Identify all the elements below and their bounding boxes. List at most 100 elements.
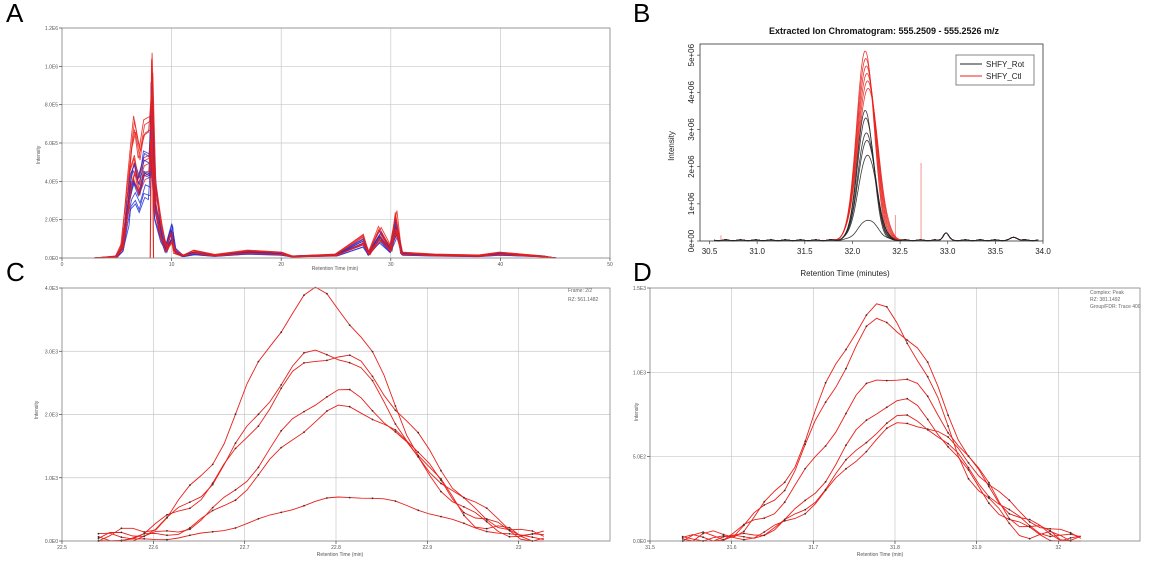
series-point: [326, 497, 328, 499]
chart-c-ylabel: Intensity: [34, 400, 40, 419]
series-point: [211, 463, 214, 466]
series-point: [865, 325, 868, 328]
chart-d-ylabel: Intensity: [634, 402, 640, 421]
series-point: [1049, 527, 1052, 530]
series-point: [280, 384, 283, 386]
y-tick-label: 4.0E5: [45, 179, 58, 185]
series-point: [988, 481, 990, 484]
x-tick-label: 33.0: [940, 247, 956, 256]
y-tick-label: 8.0E5: [45, 103, 58, 109]
series-point: [845, 458, 847, 461]
series-line-red-traces: [96, 113, 557, 259]
series-point: [211, 509, 214, 512]
series-point: [804, 508, 807, 511]
series-point: [804, 499, 807, 502]
series-line-trace-3: [682, 378, 1081, 542]
chart-d-svg: 31.5 31.6 31.7 31.8 31.9 32 0.0E0 5.0E2 1.0E3 1.5…: [633, 286, 1141, 558]
series-point: [926, 395, 929, 398]
series-point: [804, 443, 807, 446]
chart-b-legend: SHFY_Rot SHFY_Ctl: [955, 54, 1035, 86]
series-point: [394, 405, 397, 407]
series-point: [763, 534, 766, 537]
series-point: [508, 532, 511, 535]
series-point: [743, 532, 745, 535]
series-point: [257, 413, 260, 416]
series-point: [417, 431, 420, 434]
series-point: [189, 501, 191, 503]
series-point: [348, 354, 351, 356]
legend-label-rot: SHFY_Rot: [986, 60, 1025, 69]
panel-letter-c: C: [6, 257, 25, 287]
series-point: [783, 489, 786, 492]
series-point: [166, 530, 168, 532]
y-tick-label: 5e+06: [687, 43, 696, 66]
series-point: [326, 359, 328, 362]
chart-c-annotation-2: RZ: 561.1482: [568, 297, 599, 303]
series-point: [824, 445, 827, 447]
series-point: [967, 462, 970, 464]
series-point: [508, 526, 511, 529]
series-point: [143, 531, 146, 533]
series-point: [804, 440, 807, 443]
y-tick-label: 0e+00: [687, 229, 696, 252]
x-tick-label: 22.8: [331, 545, 341, 551]
y-tick-label: 4e+06: [687, 81, 696, 104]
series-point: [211, 482, 214, 484]
y-tick-label: 1.0E3: [45, 476, 58, 482]
series-point: [280, 331, 283, 334]
series-point: [885, 422, 888, 425]
y-tick-label: 2e+06: [687, 155, 696, 178]
series-point: [967, 466, 970, 469]
series-point: [531, 532, 534, 535]
series-point: [763, 531, 766, 533]
series-point: [166, 513, 168, 516]
series-point: [394, 409, 397, 412]
chart-c-xlabel: Retention Time (min): [317, 552, 364, 558]
series-point: [967, 469, 970, 471]
series-line-trace-6: [98, 496, 544, 542]
panel-letter-b: B: [633, 0, 651, 28]
series-point: [508, 535, 511, 538]
x-tick-label: 34.0: [1035, 247, 1051, 256]
series-point: [166, 534, 168, 537]
series-point: [722, 533, 725, 536]
y-tick-label: 2.0E3: [45, 413, 58, 419]
series-point: [257, 360, 260, 363]
series-point: [865, 382, 868, 385]
series-point: [824, 381, 827, 384]
series-point: [926, 361, 929, 363]
series-point: [234, 527, 237, 529]
series-point: [865, 441, 868, 444]
series-point: [885, 427, 888, 430]
series-point: [303, 294, 305, 296]
series-point: [371, 350, 374, 353]
series-point: [348, 324, 351, 326]
series-point: [947, 425, 949, 427]
series-point: [485, 507, 488, 509]
series-point: [865, 314, 868, 316]
chart-d-annotation-3: Group/FDR: Trace 400: [1090, 304, 1141, 310]
series-point: [885, 321, 888, 324]
chart-d-xlabel: Retention Time (min): [857, 552, 904, 558]
series-point: [967, 477, 970, 480]
y-tick-label: 4.0E3: [45, 286, 58, 292]
series-point: [326, 353, 328, 356]
series-line-shfy-ctl: [714, 57, 1039, 242]
x-tick-label: 31.0: [749, 247, 765, 256]
series-point: [885, 305, 888, 308]
series-point: [417, 455, 420, 458]
series-line-red-traces: [94, 52, 555, 259]
series-point: [440, 515, 442, 518]
y-tick-label: 3e+06: [687, 118, 696, 141]
series-line-trace-2: [98, 349, 544, 542]
series-point: [1049, 533, 1052, 535]
series-point: [824, 401, 827, 404]
series-point: [988, 502, 990, 505]
series-point: [1008, 508, 1011, 511]
series-point: [143, 535, 146, 537]
series-point: [783, 501, 786, 504]
x-tick-label: 50: [607, 262, 613, 268]
x-tick-label: 31.8: [890, 545, 900, 551]
series-point: [303, 352, 305, 354]
series-point: [967, 455, 970, 457]
